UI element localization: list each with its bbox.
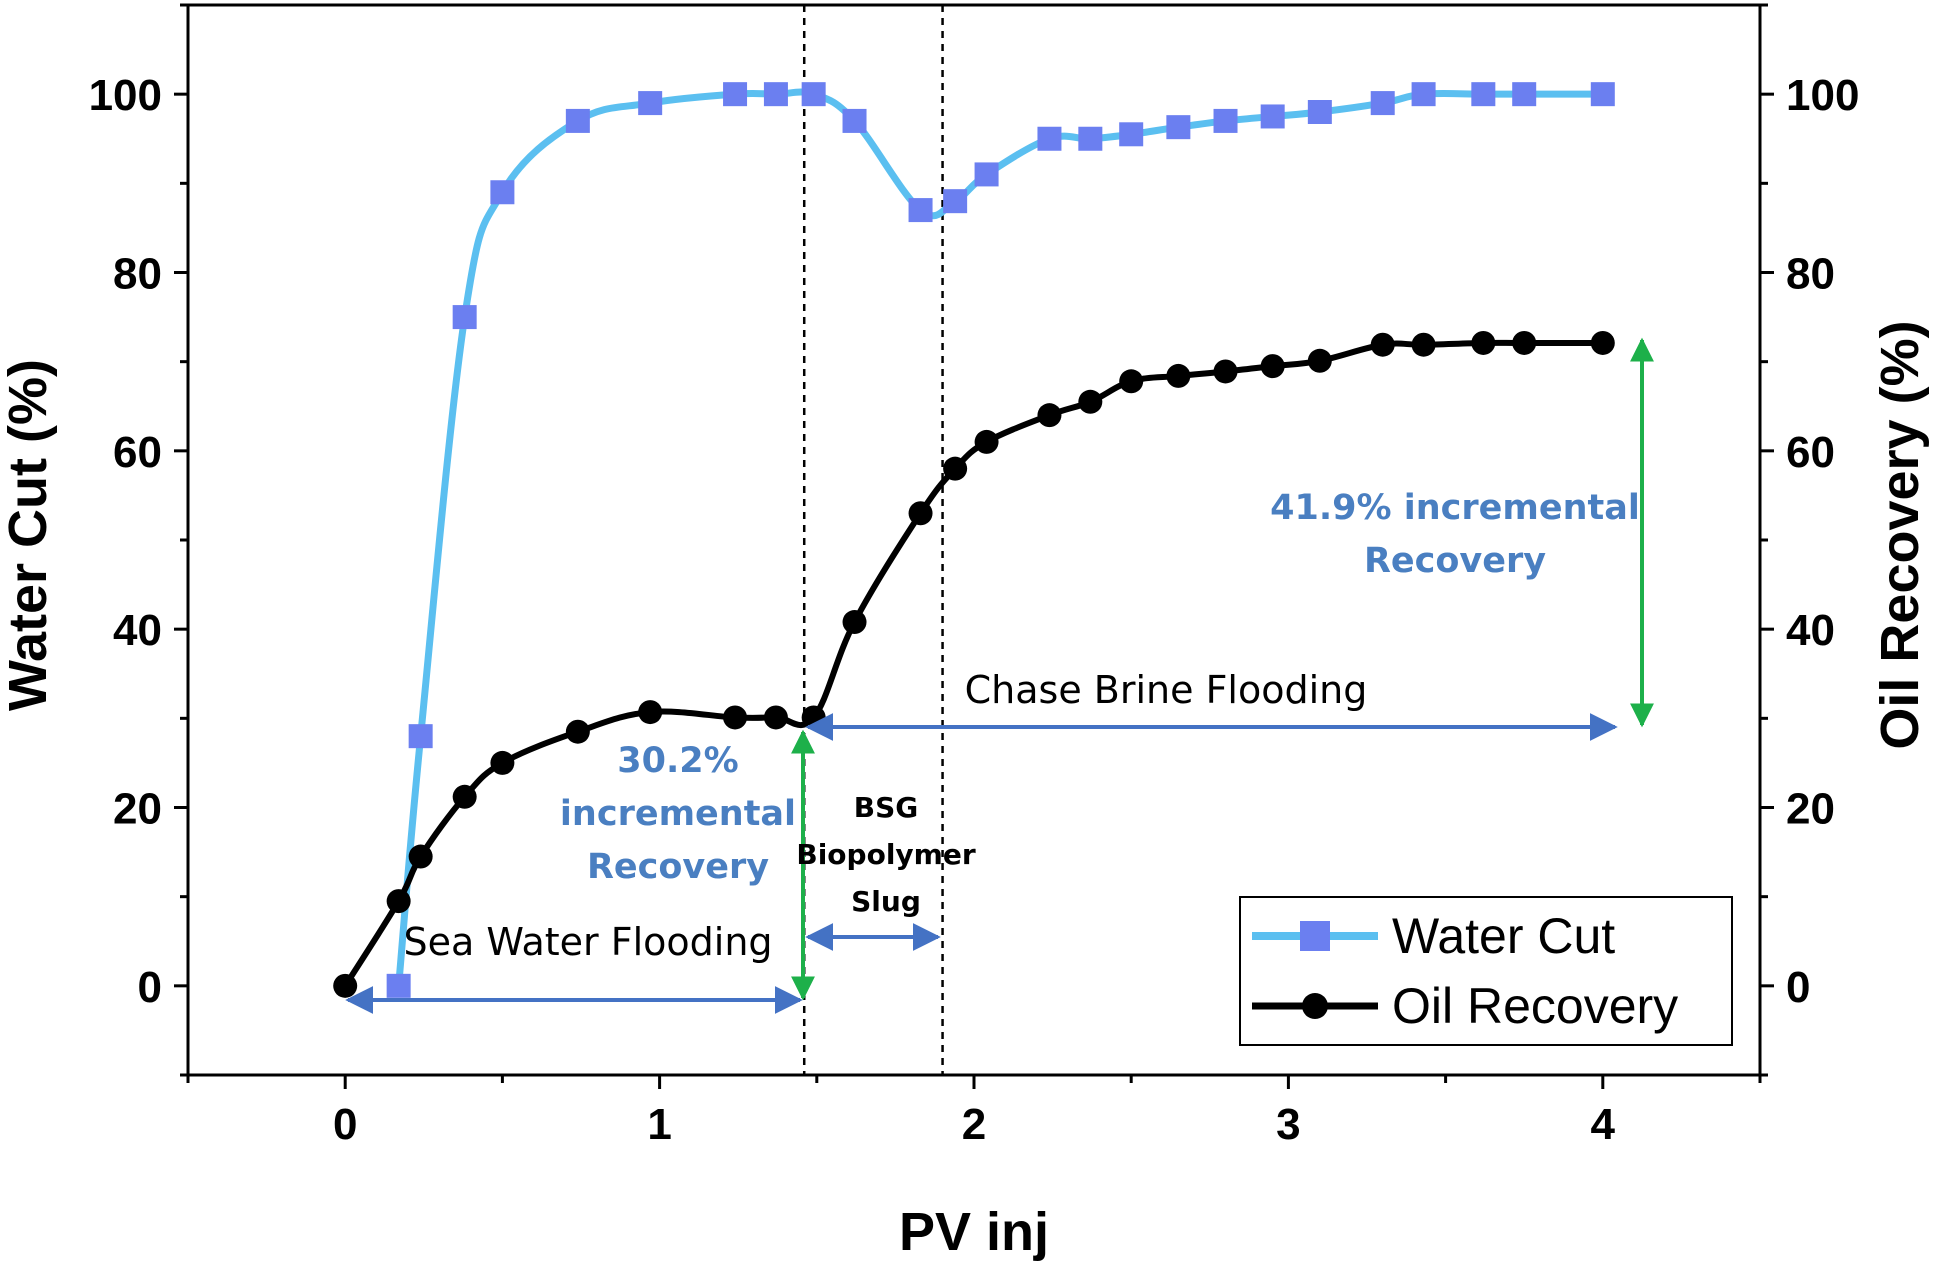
incremental-1-label-1: 30.2%	[617, 741, 738, 781]
y-left-tick-label: 0	[138, 963, 162, 1012]
oil-recovery-point	[1078, 389, 1103, 414]
water-cut-point	[1260, 104, 1285, 129]
oil-recovery-point	[1471, 330, 1496, 355]
oil-recovery-point	[974, 429, 999, 454]
oil-recovery-point	[452, 784, 477, 809]
oil-recovery-point	[408, 844, 433, 869]
water-cut-point	[1590, 82, 1615, 107]
water-cut-point	[565, 108, 590, 133]
sea-water-label: Sea Water Flooding	[403, 920, 772, 964]
y-left-tick-label: 20	[113, 785, 162, 834]
oil-recovery-point	[723, 705, 748, 730]
water-cut-point	[408, 724, 433, 749]
water-cut-point	[638, 91, 663, 116]
water-cut-point	[908, 198, 933, 223]
water-cut-point	[801, 82, 826, 107]
y-left-tick-label: 40	[113, 606, 162, 655]
water-cut-point	[723, 82, 748, 107]
y-right-tick-label: 60	[1786, 428, 1835, 477]
oil-recovery-point	[1213, 359, 1238, 384]
legend-oil-recovery-label: Oil Recovery	[1392, 978, 1678, 1034]
y-axis-left: 0 20 40 60 80 100	[89, 3, 188, 1077]
oil-recovery-point	[1119, 369, 1144, 394]
water-cut-point	[1512, 82, 1537, 107]
y-right-tick-label: 0	[1786, 963, 1810, 1012]
bsg-label-3: Slug	[851, 885, 921, 918]
x-axis-title: PV inj	[899, 1202, 1049, 1262]
series-layer	[333, 82, 1615, 998]
y-right-tick-label: 80	[1786, 250, 1835, 299]
y-axis-left-title: Water Cut (%)	[0, 359, 58, 711]
water-cut-point	[452, 305, 477, 330]
water-cut-point	[1119, 122, 1144, 147]
water-cut-point	[1037, 126, 1062, 151]
y-right-tick-label: 100	[1786, 71, 1859, 120]
phase-separators	[802, 5, 944, 1075]
x-tick-label: 0	[333, 1100, 357, 1149]
y-left-tick-label: 60	[113, 428, 162, 477]
oil-recovery-point	[638, 700, 663, 725]
water-cut-point	[974, 162, 999, 187]
y-right-tick-label: 40	[1786, 606, 1835, 655]
water-cut-point	[842, 108, 867, 133]
water-cut-point	[1307, 100, 1332, 124]
y-right-tick-label: 20	[1786, 785, 1835, 834]
oil-recovery-point	[1037, 403, 1062, 428]
incremental-1-label-3: Recovery	[587, 847, 769, 887]
y-axis-right: 0 20 40 60 80 100	[1760, 3, 1859, 1077]
y-left-tick-label: 80	[113, 250, 162, 299]
oil-recovery-point	[1260, 354, 1285, 379]
water-cut-point	[1078, 126, 1103, 151]
x-tick-label: 1	[647, 1100, 671, 1149]
water-cut-point	[1471, 82, 1496, 107]
x-tick-label: 4	[1591, 1100, 1616, 1149]
oil-recovery-line	[342, 339, 1606, 989]
oil-recovery-point	[1411, 332, 1436, 357]
bsg-label-1: BSG	[854, 791, 919, 824]
x-tick-label: 3	[1276, 1100, 1300, 1149]
oil-recovery-point	[908, 501, 933, 526]
water-cut-point	[1166, 115, 1191, 140]
water-cut-point	[386, 973, 411, 998]
water-cut-point	[763, 82, 788, 107]
oil-recovery-point	[1512, 330, 1537, 355]
y-left-tick-label: 100	[89, 71, 162, 120]
water-cut-line	[395, 88, 1607, 990]
water-cut-point	[1213, 108, 1238, 133]
incremental-2-label-1: 41.9% incremental	[1270, 488, 1640, 528]
oil-recovery-point	[943, 456, 968, 481]
water-cut-point	[490, 180, 515, 205]
oil-recovery-point	[490, 750, 515, 775]
oil-recovery-point	[1166, 363, 1191, 388]
oil-recovery-point	[763, 705, 788, 730]
y-axis-right-title: Oil Recovery (%)	[1870, 320, 1930, 749]
oil-recovery-point	[1307, 348, 1332, 373]
oil-recovery-point	[1370, 332, 1395, 357]
oil-recovery-point	[1590, 330, 1615, 355]
oil-recovery-point	[333, 973, 358, 998]
chase-brine-label: Chase Brine Flooding	[965, 668, 1368, 712]
incremental-2-label-2: Recovery	[1364, 541, 1546, 581]
oil-recovery-point	[386, 889, 411, 914]
legend-oil-recovery-marker	[1302, 993, 1328, 1019]
oil-recovery-point	[842, 610, 867, 635]
legend-water-cut-label: Water Cut	[1392, 908, 1615, 964]
legend-box	[1239, 896, 1733, 1046]
oil-recovery-point	[565, 719, 590, 744]
legend: Water Cut Oil Recovery	[1239, 896, 1733, 1046]
water-cut-point	[1411, 82, 1436, 107]
incremental-1-label-2: incremental	[560, 794, 796, 834]
x-axis: 0 1 2 3 4	[186, 1075, 1762, 1149]
water-cut-point	[1370, 91, 1395, 116]
legend-water-cut-marker	[1300, 921, 1330, 951]
water-cut-point	[943, 189, 968, 214]
x-tick-label: 2	[962, 1100, 986, 1149]
bsg-label-2: Biopolymer	[796, 838, 975, 871]
